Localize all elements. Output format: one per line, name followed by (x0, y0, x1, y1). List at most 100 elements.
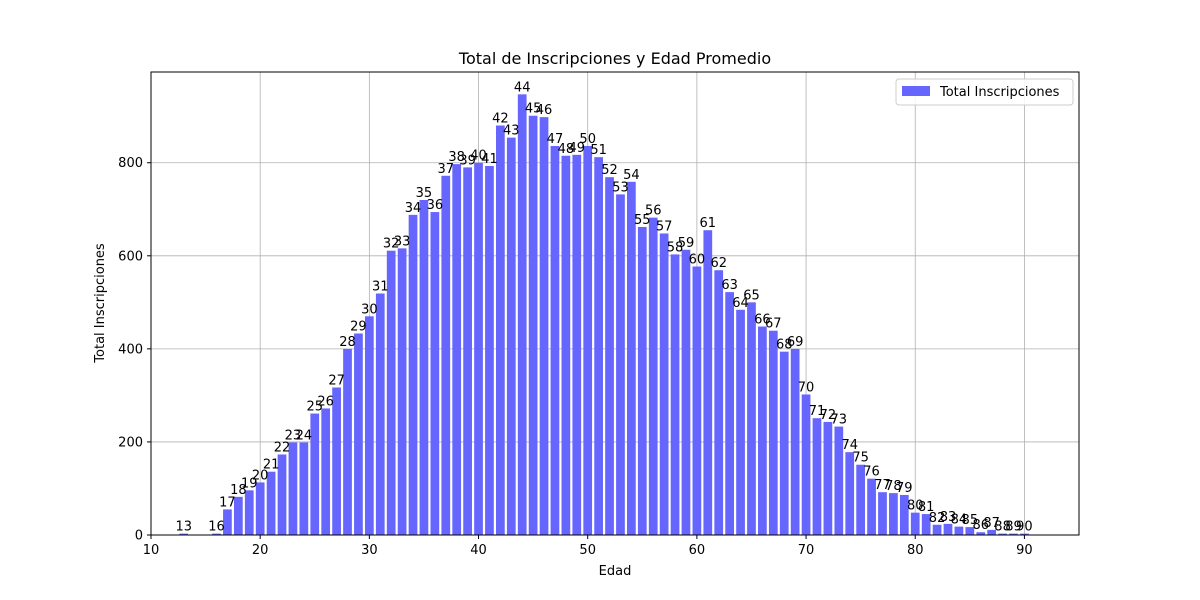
bar (299, 442, 309, 535)
bar (856, 464, 866, 535)
bar (528, 115, 538, 536)
bar (823, 421, 833, 535)
legend: Total Inscripciones (895, 78, 1074, 106)
legend-box (895, 78, 1074, 106)
bar (1020, 533, 1029, 535)
bar-value-label: 87 (983, 516, 1000, 531)
bar (277, 454, 287, 535)
bar-value-label: 84 (951, 513, 968, 528)
plot-frame (150, 71, 1080, 536)
bar-value-label: 65 (743, 288, 760, 303)
bar-value-label: 43 (503, 124, 520, 139)
bar-value-label: 89 (1005, 520, 1022, 535)
x-axis: 10 20 30 40 50 60 70 80 90 (143, 535, 1033, 558)
bar (255, 482, 265, 535)
bar (845, 452, 855, 535)
bar-value-label: 57 (656, 219, 673, 234)
bar-value-label: 62 (710, 256, 727, 271)
x-tick-label: 60 (689, 543, 706, 558)
x-tick-label: 20 (252, 543, 269, 558)
bar-value-label: 82 (929, 511, 946, 526)
bar (375, 293, 385, 535)
bar (954, 526, 964, 535)
bar-value-label: 72 (820, 408, 837, 423)
bar (288, 442, 298, 535)
bar-value-label: 40 (470, 149, 487, 164)
bar-value-label: 47 (547, 132, 564, 147)
bar (332, 387, 341, 535)
bar-value-label: 71 (809, 404, 826, 419)
bar-value-label: 45 (525, 102, 542, 117)
bar (572, 154, 582, 536)
bar (976, 532, 986, 535)
bar-value-label: 17 (219, 495, 236, 510)
bar-value-label: 30 (361, 302, 378, 317)
bar-value-label: 78 (885, 479, 902, 494)
bar (987, 529, 997, 535)
bar-value-label: 16 (208, 520, 225, 535)
y-tick-label: 800 (118, 156, 143, 171)
bar (485, 165, 494, 536)
bar (747, 302, 756, 535)
bar (561, 155, 571, 535)
x-tick-label: 10 (143, 543, 160, 558)
bar-value-label: 76 (863, 465, 880, 480)
bar-value-label: 18 (230, 483, 247, 498)
bar-value-label: 38 (448, 150, 465, 165)
bar (758, 326, 767, 535)
y-tick-label: 0 (135, 529, 143, 544)
bar (714, 270, 724, 535)
bar (506, 137, 516, 535)
bar-value-label: 70 (798, 380, 815, 395)
bar (681, 249, 691, 536)
x-tick-label: 40 (470, 543, 487, 558)
bar (812, 418, 822, 535)
bar-value-label: 85 (962, 513, 979, 528)
bar-value-label: 88 (994, 520, 1011, 535)
bar (354, 333, 363, 535)
bar-value-label: 73 (831, 413, 848, 428)
bar-value-label: 41 (481, 152, 498, 167)
bars (179, 94, 1029, 536)
bar (867, 478, 876, 535)
bar-value-label: 20 (252, 468, 269, 483)
bar-value-label: 60 (689, 253, 706, 268)
bar-value-label: 34 (405, 201, 422, 216)
bar (179, 533, 189, 535)
bar-value-label: 39 (459, 153, 476, 168)
bar (790, 348, 800, 535)
bar-value-label: 69 (787, 335, 804, 350)
bar (943, 523, 953, 535)
bar (419, 199, 429, 535)
bar-value-label: 53 (612, 180, 629, 195)
bar (550, 145, 560, 535)
bar (223, 509, 232, 535)
bar-value-label: 55 (634, 213, 651, 228)
x-tick-label: 50 (579, 543, 596, 558)
bar-value-label: 49 (569, 141, 586, 156)
y-tick-label: 200 (118, 435, 143, 450)
bar (768, 330, 778, 535)
bar-value-label: 48 (558, 142, 575, 157)
y-axis-label: Total Inscripciones (93, 243, 108, 364)
y-tick-label: 400 (118, 342, 143, 357)
bar-value-label: 32 (383, 237, 400, 252)
bar (408, 214, 418, 535)
bar-value-label: 75 (852, 451, 869, 466)
bar-value-label: 28 (339, 335, 356, 350)
bar (517, 94, 527, 535)
bar (539, 117, 549, 535)
bar (397, 248, 407, 535)
bar-value-label: 29 (350, 320, 367, 335)
bar-value-label: 68 (776, 338, 793, 353)
bar-value-label: 79 (896, 481, 913, 496)
bar-value-label: 25 (306, 400, 323, 415)
bar (583, 145, 593, 535)
bar-value-label: 61 (700, 216, 717, 231)
bar-value-label: 80 (907, 499, 924, 514)
bar-value-label: 44 (514, 80, 531, 95)
bar (899, 494, 909, 535)
legend-swatch (902, 86, 930, 96)
bar-value-label: 24 (296, 428, 313, 443)
